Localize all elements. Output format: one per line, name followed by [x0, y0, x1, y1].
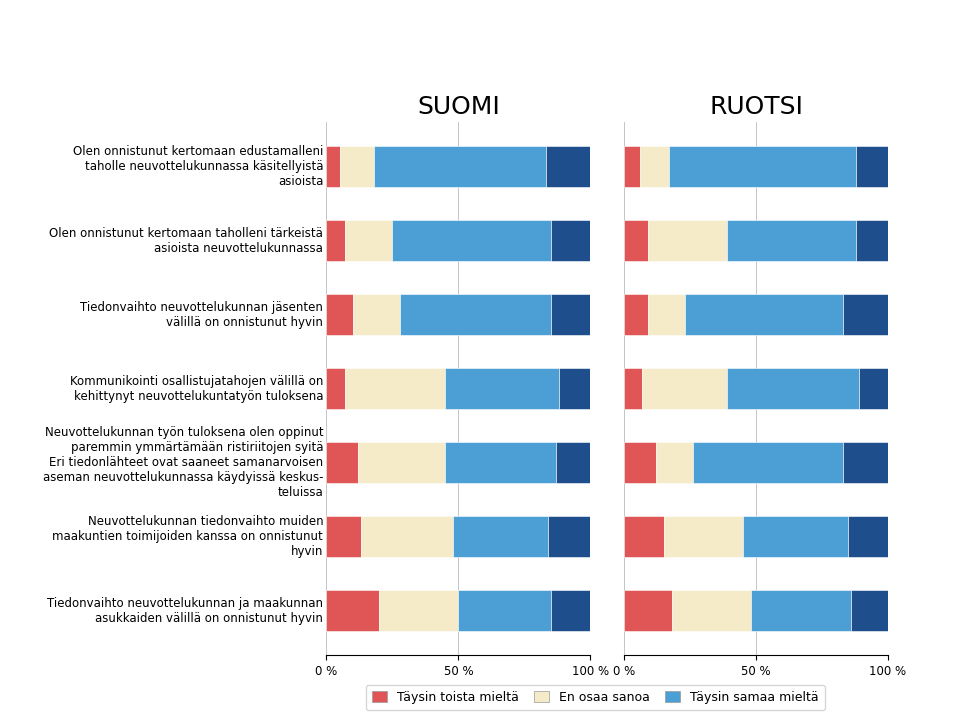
- Bar: [743, 516, 849, 557]
- Bar: [326, 443, 358, 483]
- Bar: [684, 294, 843, 335]
- Bar: [326, 220, 345, 261]
- Bar: [556, 443, 590, 483]
- Bar: [453, 516, 548, 557]
- Bar: [849, 516, 888, 557]
- Bar: [548, 516, 590, 557]
- Bar: [851, 590, 888, 631]
- Bar: [551, 220, 590, 261]
- Bar: [551, 294, 590, 335]
- Bar: [624, 516, 663, 557]
- Bar: [727, 220, 856, 261]
- Legend: Täysin toista mieltä, En osaa sanoa, Täysin samaa mieltä: Täysin toista mieltä, En osaa sanoa, Täy…: [366, 685, 825, 710]
- Bar: [559, 369, 590, 409]
- Title: SUOMI: SUOMI: [417, 95, 500, 119]
- Text: 2.1. Kokemukset tiedonvaihdosta verrattain
samanlaisia: 2.1. Kokemukset tiedonvaihdosta verratta…: [17, 24, 607, 82]
- Bar: [843, 443, 888, 483]
- Bar: [856, 220, 888, 261]
- Text: Neuvottelukunnan työn tuloksena olen oppinut
paremmin ymmärtämään ristiriitojen : Neuvottelukunnan työn tuloksena olen opp…: [43, 426, 324, 499]
- Bar: [345, 369, 445, 409]
- Text: Neuvottelukunnan tiedonvaihto muiden
maakuntien toimijoiden kanssa on onnistunut: Neuvottelukunnan tiedonvaihto muiden maa…: [53, 516, 324, 558]
- Bar: [379, 590, 459, 631]
- Text: Olen onnistunut kertomaan taholleni tärkeistä
asioista neuvottelukunnassa: Olen onnistunut kertomaan taholleni tärk…: [49, 227, 324, 255]
- Bar: [326, 146, 340, 187]
- Bar: [551, 590, 590, 631]
- Bar: [326, 516, 361, 557]
- Bar: [859, 369, 888, 409]
- Bar: [345, 220, 393, 261]
- Bar: [663, 516, 743, 557]
- Bar: [358, 443, 445, 483]
- Bar: [648, 220, 727, 261]
- Bar: [326, 294, 353, 335]
- Bar: [393, 220, 551, 261]
- Bar: [545, 146, 590, 187]
- Title: RUOTSI: RUOTSI: [709, 95, 803, 119]
- Bar: [445, 443, 556, 483]
- Bar: [648, 294, 684, 335]
- Bar: [459, 590, 551, 631]
- Bar: [624, 590, 672, 631]
- Bar: [843, 294, 888, 335]
- Bar: [374, 146, 545, 187]
- Bar: [639, 146, 669, 187]
- Bar: [624, 220, 648, 261]
- Bar: [445, 369, 559, 409]
- Text: Kommunikointi osallistujatahojen välillä on
kehittynyt neuvottelukuntatyön tulok: Kommunikointi osallistujatahojen välillä…: [70, 375, 324, 402]
- Bar: [400, 294, 551, 335]
- Bar: [727, 369, 859, 409]
- Bar: [353, 294, 400, 335]
- Text: Tiedonvaihto neuvottelukunnan jäsenten
välillä on onnistunut hyvin: Tiedonvaihto neuvottelukunnan jäsenten v…: [81, 301, 324, 329]
- Bar: [693, 443, 843, 483]
- Bar: [856, 146, 888, 187]
- Text: Olen onnistunut kertomaan edustamalleni
taholle neuvottelukunnassa käsitellyistä: Olen onnistunut kertomaan edustamalleni …: [73, 145, 324, 189]
- Bar: [624, 146, 639, 187]
- Bar: [624, 294, 648, 335]
- Bar: [624, 369, 642, 409]
- Bar: [326, 590, 379, 631]
- Bar: [751, 590, 852, 631]
- Bar: [669, 146, 856, 187]
- Bar: [326, 369, 345, 409]
- Bar: [642, 369, 727, 409]
- Text: Tiedonvaihto neuvottelukunnan ja maakunnan
asukkaiden välillä on onnistunut hyvi: Tiedonvaihto neuvottelukunnan ja maakunn…: [47, 597, 324, 625]
- Bar: [672, 590, 751, 631]
- Bar: [656, 443, 693, 483]
- Bar: [361, 516, 453, 557]
- Bar: [624, 443, 656, 483]
- Bar: [340, 146, 374, 187]
